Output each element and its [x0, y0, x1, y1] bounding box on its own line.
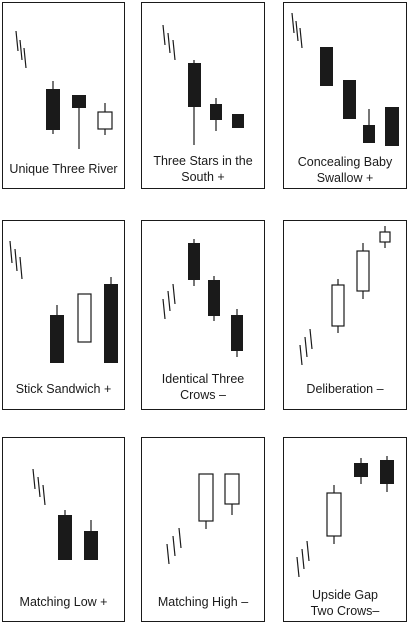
- pattern-label: Identical Three Crows –: [161, 372, 245, 402]
- candle-black: [363, 109, 375, 143]
- candle-black: [50, 305, 64, 363]
- trend-tick: [162, 298, 166, 320]
- trend-tick: [23, 47, 27, 69]
- pattern-label: Matching High –: [157, 595, 249, 609]
- trend-tick: [295, 20, 299, 42]
- candlestick-pattern-upside-gap-two-crows: [296, 456, 394, 578]
- trend-tick: [291, 12, 295, 34]
- candle-white: [97, 103, 113, 135]
- candlestick-pattern-stick-sandwich: [9, 240, 118, 363]
- trend-tick: [167, 290, 171, 312]
- candlestick-pattern-deliberation: [299, 226, 391, 366]
- pattern-panel-upside-gap-two-crows: Upside Gap Two Crows–: [283, 437, 407, 622]
- pattern-panel-matching-high: Matching High –: [141, 437, 265, 622]
- trend-tick: [32, 468, 36, 490]
- trend-tick: [9, 240, 13, 264]
- pattern-panel-identical-three-crows: Identical Three Crows –: [141, 220, 265, 410]
- pattern-label: Unique Three River: [9, 162, 118, 176]
- trend-tick: [299, 27, 303, 49]
- trend-tick: [306, 540, 310, 562]
- candlestick-pattern-three-stars-in-the-south: [162, 24, 244, 145]
- candle-black: [84, 520, 98, 560]
- candle-black: [188, 60, 201, 145]
- candle-black: [380, 456, 394, 492]
- trend-tick: [309, 328, 313, 350]
- candle-black: [208, 276, 220, 321]
- trend-tick: [37, 476, 41, 498]
- candlestick-pattern-matching-low: [32, 468, 98, 560]
- pattern-label: Matching Low +: [19, 595, 108, 609]
- trend-tick: [19, 256, 23, 280]
- trend-tick: [304, 336, 308, 358]
- candle-white: [326, 485, 342, 544]
- candle-black: [188, 239, 200, 286]
- trend-tick: [301, 548, 305, 570]
- candle-black: [104, 277, 118, 363]
- candle-black: [231, 309, 243, 357]
- candle-black: [46, 81, 60, 134]
- candlestick-pattern-matching-high: [166, 473, 240, 565]
- trend-tick: [167, 32, 171, 54]
- candle-black: [72, 95, 86, 149]
- pattern-panel-three-stars-in-the-south: Three Stars in the South +: [141, 2, 265, 189]
- pattern-panel-concealing-baby-swallow: Concealing Baby Swallow +: [283, 2, 407, 189]
- pattern-label: Three Stars in the South +: [153, 154, 253, 184]
- candle-black: [320, 47, 333, 86]
- candlestick-pattern-identical-three-crows: [162, 239, 243, 357]
- trend-tick: [42, 484, 46, 506]
- candlestick-pattern-unique-three-river: [15, 30, 113, 149]
- pattern-label: Concealing Baby Swallow +: [297, 155, 393, 185]
- pattern-label: Deliberation –: [306, 382, 384, 396]
- candle-black: [232, 114, 244, 128]
- candle-black: [385, 107, 399, 146]
- candle-black: [58, 510, 72, 560]
- trend-tick: [162, 24, 166, 46]
- candle-white: [379, 226, 391, 248]
- pattern-panel-stick-sandwich: Stick Sandwich +: [2, 220, 125, 410]
- trend-tick: [299, 344, 303, 366]
- pattern-label: Upside Gap Two Crows–: [310, 588, 380, 618]
- trend-tick: [178, 527, 182, 549]
- trend-tick: [296, 556, 300, 578]
- trend-tick: [172, 283, 176, 305]
- candle-white: [198, 473, 214, 529]
- candle-white: [356, 243, 370, 299]
- trend-tick: [19, 39, 23, 61]
- pattern-panel-unique-three-river: Unique Three River: [2, 2, 125, 189]
- candle-black: [343, 80, 356, 119]
- pattern-label: Stick Sandwich +: [15, 382, 112, 396]
- trend-tick: [166, 543, 170, 565]
- candle-black: [354, 458, 368, 484]
- trend-tick: [172, 535, 176, 557]
- candle-black: [210, 98, 222, 131]
- candlestick-pattern-concealing-baby-swallow: [291, 12, 399, 146]
- candle-white: [224, 473, 240, 515]
- trend-tick: [172, 39, 176, 61]
- candle-white: [77, 293, 92, 343]
- pattern-panel-deliberation: Deliberation –: [283, 220, 407, 410]
- pattern-panel-matching-low: Matching Low +: [2, 437, 125, 622]
- trend-tick: [15, 30, 19, 52]
- candle-white: [331, 279, 345, 333]
- trend-tick: [14, 248, 18, 272]
